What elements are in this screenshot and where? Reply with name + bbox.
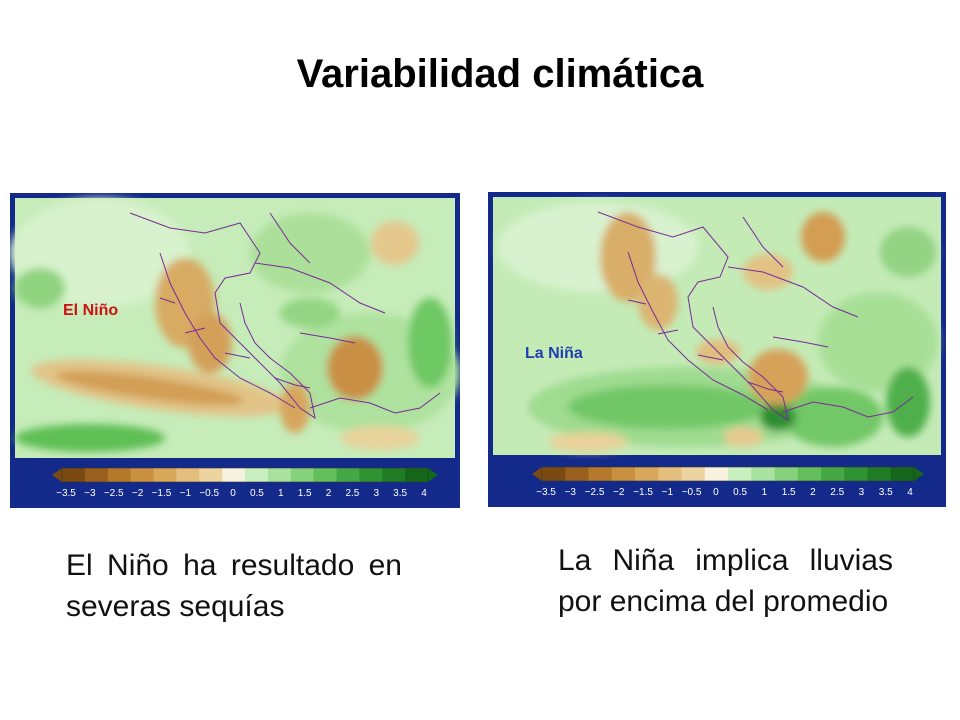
colorbar-swatch xyxy=(222,468,246,482)
colorbar-tick-label: 1 xyxy=(278,488,284,499)
colorbar-swatch xyxy=(176,468,200,482)
colorbar-swatch xyxy=(405,468,429,482)
colorbar-tick-label: 1.5 xyxy=(298,488,312,499)
colorbar-swatch xyxy=(245,468,269,482)
colorbar-tick-label: 0.5 xyxy=(733,487,747,498)
colorbar-tick-label: 3 xyxy=(859,487,865,498)
colorbar-tick-label: −0.5 xyxy=(682,487,702,498)
colorbar-swatch xyxy=(267,468,292,482)
colorbar-swatch xyxy=(728,467,752,481)
slide-title: Variabilidad climática xyxy=(296,52,704,96)
el-nino-colorbar: −3.5 −3 −2.5 −2 −1.5 −1 −0.5 0 0.5 1 1.5 2 2.5 3 3.5 4 xyxy=(52,467,438,499)
colorbar-swatch xyxy=(797,467,822,481)
colorbar-swatch xyxy=(565,467,589,481)
colorbar-swatch xyxy=(774,467,799,481)
colorbar-tick-label: −1 xyxy=(662,487,674,498)
colorbar-swatch xyxy=(588,467,613,481)
colorbar-swatch xyxy=(751,467,775,481)
colorbar-swatch xyxy=(290,468,314,482)
colorbar-swatch xyxy=(313,468,337,482)
la-nina-colorbar: −3.5 −3 −2.5 −2 −1.5 −1 −0.5 0 0.5 1 1.5 2 2.5 3 3.5 4 xyxy=(532,466,924,498)
colorbar-tick-label: −3 xyxy=(565,487,577,498)
colorbar-tick-label: 3 xyxy=(373,488,379,499)
colorbar-tick-label: −2.5 xyxy=(585,487,605,498)
colorbar-swatch xyxy=(821,467,845,481)
el-nino-caption: El Niño ha resultado en severas sequías xyxy=(66,549,402,623)
colorbar-swatch xyxy=(611,467,636,481)
el-nino-map-panel: −3.5 −3 −2.5 −2 −1.5 −1 −0.5 0 0.5 1 1.5 2 2.5 3 3.5 4 xyxy=(10,193,460,508)
colorbar-tick-label: 2.5 xyxy=(345,488,359,499)
colorbar-swatch xyxy=(336,468,360,482)
colorbar-swatch xyxy=(62,468,86,482)
colorbar-tick-label: −3.5 xyxy=(56,488,76,499)
colorbar-tick-label: −3 xyxy=(84,488,96,499)
colorbar-swatch xyxy=(153,468,177,482)
colorbar-swatch xyxy=(107,468,131,482)
colorbar-swatch xyxy=(542,467,566,481)
colorbar-tick-label: 1.5 xyxy=(782,487,796,498)
colorbar-tick-label: 3.5 xyxy=(879,487,893,498)
colorbar-swatch xyxy=(199,468,223,482)
la-nina-map-panel: −3.5 −3 −2.5 −2 −1.5 −1 −0.5 0 0.5 1 1.5 2 2.5 3 3.5 4 xyxy=(488,192,946,507)
colorbar-swatch xyxy=(130,468,154,482)
colorbar-tick-label: 0.5 xyxy=(250,488,264,499)
colorbar-swatch xyxy=(890,467,915,481)
el-nino-map-label: El Niño xyxy=(63,302,119,319)
colorbar-swatch xyxy=(359,468,383,482)
colorbar-swatch xyxy=(84,468,109,482)
colorbar-swatch xyxy=(658,467,682,481)
colorbar-tick-label: −1.5 xyxy=(152,488,172,499)
la-nina-precipitation-map: −3.5 −3 −2.5 −2 −1.5 −1 −0.5 0 0.5 1 1.5 2 2.5 3 3.5 4 xyxy=(493,197,941,498)
colorbar-tick-label: −2 xyxy=(613,487,625,498)
colorbar-tick-label: 2 xyxy=(326,488,332,499)
colorbar-tick-label: −2 xyxy=(132,488,144,499)
colorbar-swatch xyxy=(635,467,659,481)
colorbar-tick-label: 2.5 xyxy=(830,487,844,498)
colorbar-tick-label: −1 xyxy=(180,488,192,499)
colorbar-tick-label: 1 xyxy=(762,487,768,498)
colorbar-swatch xyxy=(867,467,892,481)
colorbar-tick-label: −3.5 xyxy=(536,487,556,498)
colorbar-tick-label: 2 xyxy=(810,487,816,498)
la-nina-caption: La Niña implica lluvias por encima del p… xyxy=(558,544,893,618)
colorbar-tick-label: −0.5 xyxy=(199,488,219,499)
colorbar-tick-label: −2.5 xyxy=(104,488,124,499)
colorbar-swatch xyxy=(681,467,706,481)
colorbar-swatch xyxy=(382,468,406,482)
colorbar-swatch xyxy=(704,467,729,481)
colorbar-tick-label: 0 xyxy=(713,487,719,498)
colorbar-swatch xyxy=(844,467,868,481)
el-nino-precipitation-map: −3.5 −3 −2.5 −2 −1.5 −1 −0.5 0 0.5 1 1.5 2 2.5 3 3.5 4 xyxy=(10,198,460,499)
colorbar-tick-label: 4 xyxy=(421,488,427,499)
colorbar-tick-label: −1.5 xyxy=(633,487,653,498)
colorbar-tick-label: 3.5 xyxy=(393,488,407,499)
colorbar-tick-label: 4 xyxy=(907,487,913,498)
la-nina-map-label: La Niña xyxy=(525,345,583,362)
colorbar-tick-label: 0 xyxy=(230,488,236,499)
